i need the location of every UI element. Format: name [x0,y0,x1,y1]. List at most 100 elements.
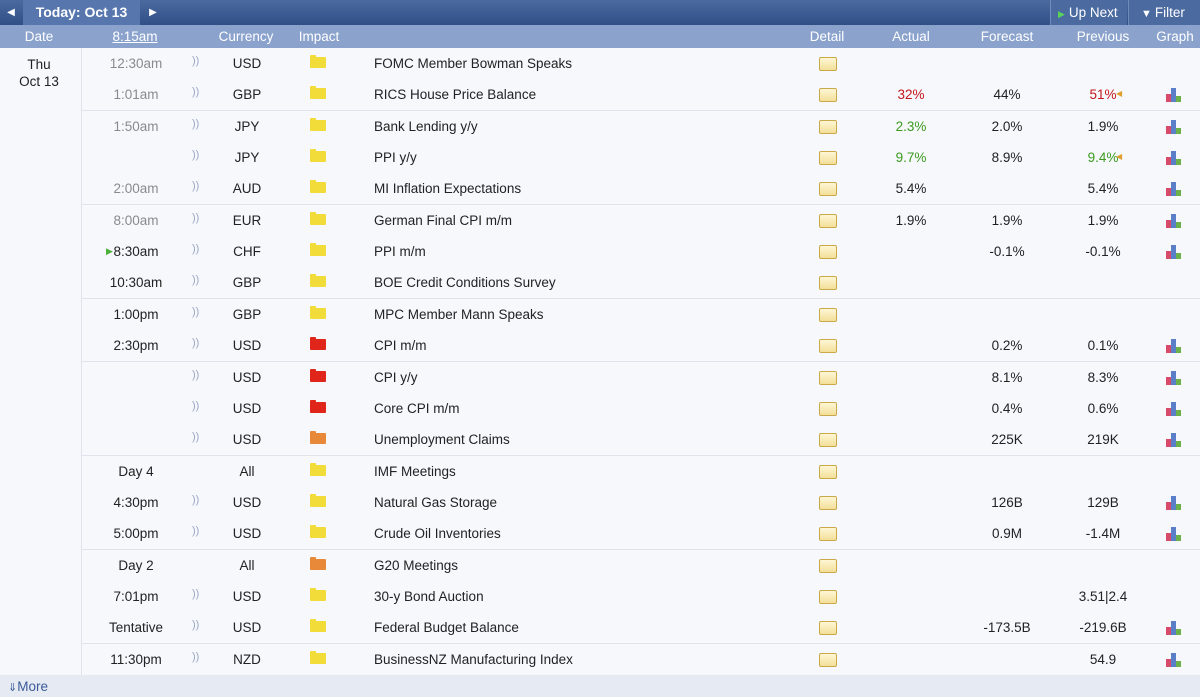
up-next-button[interactable]: ▶ Up Next [1050,0,1127,25]
detail-icon[interactable] [819,182,837,197]
detail-icon[interactable] [819,276,837,291]
event-title[interactable]: MPC Member Mann Speaks [374,306,544,322]
actual: 1.9% [895,212,927,228]
sound-icon[interactable]: )) [192,525,200,538]
sound-icon[interactable]: )) [192,149,200,162]
graph-icon[interactable] [1166,118,1184,134]
sound-icon[interactable]: )) [192,493,200,506]
impact-icon [310,149,326,163]
detail-icon[interactable] [819,213,837,228]
col-time[interactable]: 8:15am [112,29,158,44]
event-title[interactable]: RICS House Price Balance [374,87,537,103]
detail-icon[interactable] [819,621,837,636]
sound-icon[interactable]: )) [192,305,200,318]
event-title[interactable]: Federal Budget Balance [374,620,519,636]
sound-icon[interactable]: )) [192,180,200,193]
graph-bar [1166,658,1171,667]
sound-icon[interactable]: )) [192,619,200,632]
graph-icon[interactable] [1166,494,1184,510]
detail-icon[interactable] [819,151,837,166]
graph-icon[interactable] [1166,369,1184,385]
detail-icon[interactable] [819,245,837,260]
sound-icon[interactable]: )) [192,368,200,381]
graph-bar [1176,159,1181,166]
graph-icon[interactable] [1166,149,1184,166]
previous: 0.6% [1087,400,1119,416]
detail-icon[interactable] [819,495,837,510]
graph-icon[interactable] [1166,525,1184,542]
col-previous: Previous [1076,29,1130,44]
impact-icon [310,399,326,413]
sound-icon[interactable]: )) [192,211,200,224]
impact-icon [310,243,326,257]
detail-icon[interactable] [819,339,837,354]
sound-icon[interactable]: )) [192,55,200,67]
event-title[interactable]: IMF Meetings [374,463,456,479]
detail-icon[interactable] [819,527,837,542]
detail-icon[interactable] [819,652,837,667]
graph-icon[interactable] [1166,651,1184,667]
event-title[interactable]: CPI m/m [374,338,427,354]
today-label[interactable]: Today: Oct 13 [23,0,140,25]
sound-icon[interactable]: )) [192,650,200,663]
next-day-button[interactable]: ▶ [149,7,157,18]
event-title[interactable]: 30-y Bond Auction [374,588,484,604]
event-title[interactable]: Core CPI m/m [374,400,460,416]
impact-icon [310,180,326,194]
event-title[interactable]: PPI m/m [374,244,426,260]
event-row: 1:50am)) JPY Bank Lending y/y 2.3% 2.0% 1.9% [0,110,1200,143]
more-link[interactable]: ⇓More [8,679,48,694]
graph-bar [1176,347,1181,354]
graph-icon[interactable] [1166,243,1184,260]
event-title[interactable]: Bank Lending y/y [374,118,478,134]
graph-icon[interactable] [1166,86,1184,103]
event-row: 1:00pm)) GBP MPC Member Mann Speaks [0,298,1200,331]
sound-icon[interactable]: )) [192,587,200,600]
sound-icon[interactable]: )) [192,243,200,256]
detail-icon[interactable] [819,401,837,416]
currency: USD [232,369,262,385]
event-title[interactable]: German Final CPI m/m [374,212,513,228]
graph-icon[interactable] [1166,400,1184,416]
sound-icon[interactable]: )) [192,86,200,99]
event-title[interactable]: CPI y/y [374,369,418,385]
detail-icon[interactable] [819,307,837,322]
event-title[interactable]: Unemployment Claims [374,432,510,448]
detail-icon[interactable] [819,589,837,604]
graph-icon[interactable] [1166,431,1184,448]
detail-icon[interactable] [819,57,837,71]
time: 7:01pm [113,588,159,604]
sound-icon[interactable]: )) [192,337,200,350]
sound-icon[interactable]: )) [192,117,200,130]
column-header: Date 8:15am Currency Impact Detail Actua… [0,25,1200,48]
detail-icon[interactable] [819,558,837,573]
graph-bar [1171,433,1176,448]
sound-icon[interactable]: )) [192,399,200,412]
detail-icon[interactable] [819,433,837,448]
col-graph: Graph [1156,29,1194,44]
detail-icon[interactable] [819,464,837,479]
col-currency: Currency [218,29,274,44]
detail-icon[interactable] [819,119,837,134]
graph-icon[interactable] [1166,212,1184,228]
sound-icon[interactable]: )) [192,431,200,444]
event-title[interactable]: MI Inflation Expectations [374,181,522,197]
event-row: 5:00pm)) USD Crude Oil Inventories 0.9M -1.4… [0,518,1200,551]
filter-button[interactable]: ▼ Filter [1128,0,1200,25]
detail-icon[interactable] [819,88,837,103]
event-title[interactable]: Crude Oil Inventories [374,526,501,542]
currency: USD [232,494,262,510]
graph-bar [1171,652,1176,667]
event-title[interactable]: BusinessNZ Manufacturing Index [374,651,573,667]
graph-icon[interactable] [1166,619,1184,636]
graph-icon[interactable] [1166,180,1184,197]
sound-icon[interactable]: )) [192,274,200,287]
detail-icon[interactable] [819,370,837,385]
event-title[interactable]: Natural Gas Storage [374,494,498,510]
event-title[interactable]: FOMC Member Bowman Speaks [374,56,573,71]
event-title[interactable]: PPI y/y [374,150,417,166]
prev-day-button[interactable]: ◀ [7,7,15,18]
graph-icon[interactable] [1166,337,1184,354]
event-title[interactable]: G20 Meetings [374,557,459,573]
event-title[interactable]: BOE Credit Conditions Survey [374,275,556,291]
